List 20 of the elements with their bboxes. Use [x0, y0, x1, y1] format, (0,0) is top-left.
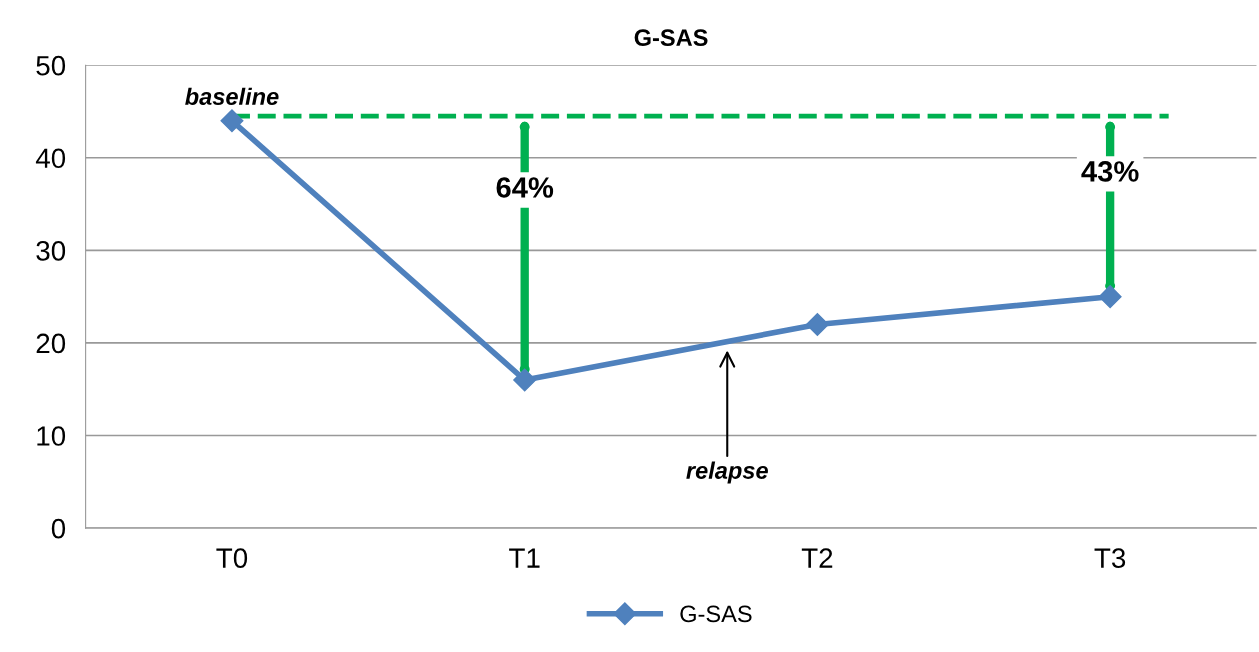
x-tick-label: T2 — [801, 548, 833, 568]
y-tick-label: 10 — [37, 426, 66, 446]
y-tick-label: 0 — [51, 518, 66, 539]
point — [220, 109, 244, 133]
point — [513, 368, 537, 392]
point — [805, 312, 829, 336]
x-tick-label: T3 — [1094, 548, 1126, 568]
point — [1098, 285, 1122, 309]
annotation: 64% — [496, 177, 554, 198]
legend-label: G-SAS — [680, 605, 752, 623]
annotation: relapse — [686, 461, 768, 484]
x-tick-label: T1 — [509, 548, 540, 568]
x-tick-label: T0 — [216, 548, 248, 568]
y-tick-label: 30 — [36, 241, 66, 261]
y-tick-label: 40 — [35, 148, 66, 169]
chart-title: G-SAS — [634, 29, 708, 46]
annotation: baseline — [185, 87, 279, 105]
y-tick-label: 20 — [36, 333, 66, 354]
annotation: 43% — [1081, 161, 1139, 182]
y-tick-label: 50 — [36, 55, 66, 76]
